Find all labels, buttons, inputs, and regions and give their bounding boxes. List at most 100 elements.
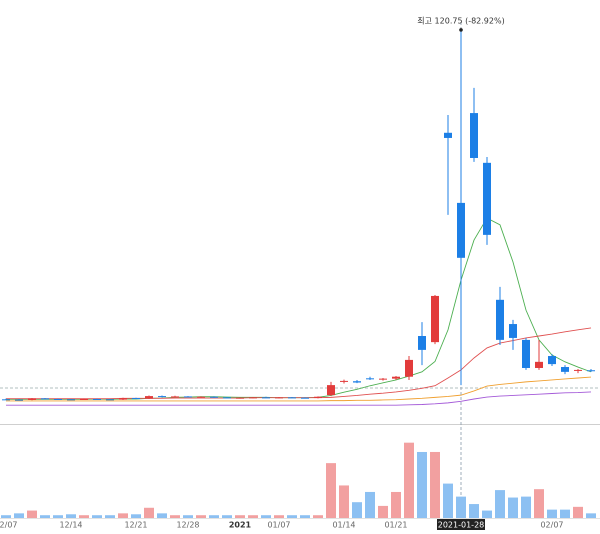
volume-bar: [170, 515, 180, 518]
candle-body: [366, 378, 374, 380]
candle-body: [457, 202, 465, 258]
candle-body: [41, 398, 49, 400]
candle-body: [132, 398, 140, 400]
moving-average-line: [6, 376, 592, 402]
candle-body: [2, 399, 10, 401]
volume-bar: [365, 491, 375, 518]
candle-body: [340, 380, 348, 382]
moving-average-line: [6, 327, 592, 400]
volume-bar: [300, 515, 310, 518]
candle-body: [431, 295, 439, 343]
candle-body: [509, 324, 517, 338]
candle-body: [301, 397, 309, 399]
candle-body: [418, 336, 426, 350]
volume-bar: [352, 502, 362, 518]
candle-body: [249, 397, 257, 399]
candle-body: [548, 356, 556, 365]
candle-body: [535, 361, 543, 368]
moving-average-line: [6, 391, 592, 406]
volume-bar: [508, 497, 518, 518]
volume-bar: [313, 515, 323, 518]
volume-bar: [560, 509, 570, 518]
volume-bar: [157, 513, 167, 518]
crosshair-label-box: [437, 519, 485, 530]
volume-bar: [404, 442, 414, 518]
x-tick-label: 01/21: [384, 521, 407, 530]
volume-bar: [547, 509, 557, 518]
volume-bar: [144, 507, 154, 518]
volume-bar: [1, 515, 11, 518]
volume-bar: [248, 515, 258, 518]
candle-body: [184, 396, 192, 398]
candle-body: [210, 396, 218, 398]
candle-body: [314, 396, 322, 399]
plot: 12/07 12/14 12/21 12/28 2021 01/07 01/14 01/21 2…: [0, 15, 596, 530]
candle-body: [275, 397, 283, 399]
volume-bar: [40, 515, 50, 518]
annotation: 최고 120.75 (-82.92%): [417, 15, 504, 25]
volume-bar: [261, 515, 271, 518]
candle-body: [470, 113, 478, 158]
volume-bar: [118, 513, 128, 518]
volume-bar: [482, 510, 492, 518]
candle-body: [54, 399, 62, 400]
candle-body: [288, 397, 296, 399]
volume-bar: [469, 504, 479, 518]
candle-body: [236, 397, 244, 399]
volume-bar: [430, 451, 440, 518]
x-tick-label: 02/07: [540, 521, 563, 530]
x-tick-label: 01/14: [332, 521, 355, 530]
candle-body: [483, 162, 491, 235]
volume-bar: [521, 496, 531, 518]
volume-bar: [378, 505, 388, 518]
volume-bar: [222, 515, 232, 518]
volume-bar: [235, 515, 245, 518]
x-tick-label: 12/28: [176, 521, 199, 530]
volume-bar: [131, 514, 141, 518]
candle-body: [119, 398, 127, 400]
candle-body: [379, 378, 387, 380]
candle-body: [327, 385, 335, 396]
candle-body: [353, 381, 361, 383]
volume-bar: [14, 513, 24, 518]
volume-bar: [92, 515, 102, 518]
candle-body: [392, 376, 400, 379]
x-tick-label: 12/07: [0, 521, 18, 530]
volume-bar: [287, 515, 297, 518]
x-tick-label: 12/21: [124, 521, 147, 530]
candle-body: [197, 396, 205, 398]
volume-bar: [456, 496, 466, 518]
candle-body: [28, 398, 36, 400]
volume-bar: [79, 515, 89, 518]
candle-body: [561, 367, 569, 372]
volume-bar: [573, 506, 583, 518]
high-marker: [459, 28, 463, 32]
volume-bar: [534, 489, 544, 518]
volume-bar: [443, 483, 453, 518]
volume-bar: [209, 515, 219, 518]
volume-bar: [196, 515, 206, 518]
volume-bar: [495, 490, 505, 518]
x-tick-label: 2021: [229, 521, 252, 530]
candle-body: [223, 397, 231, 399]
volume-bar: [53, 515, 63, 518]
candle-body: [145, 396, 153, 399]
volume-bar: [27, 510, 37, 518]
volume-bar: [391, 491, 401, 518]
candle-body: [15, 399, 23, 401]
volume-bar: [586, 513, 596, 518]
candle-body: [171, 396, 179, 398]
volume-bar: [274, 515, 284, 518]
candle-body: [106, 399, 114, 401]
volume-bar: [417, 451, 427, 518]
volume-bar: [105, 515, 115, 518]
volume-bar: [66, 514, 76, 518]
x-tick-label: 12/14: [59, 521, 82, 530]
candle-body: [444, 132, 452, 138]
candle-body: [80, 399, 88, 400]
candle-body: [496, 299, 504, 340]
candle-body: [522, 339, 530, 368]
candle-body: [405, 359, 413, 377]
